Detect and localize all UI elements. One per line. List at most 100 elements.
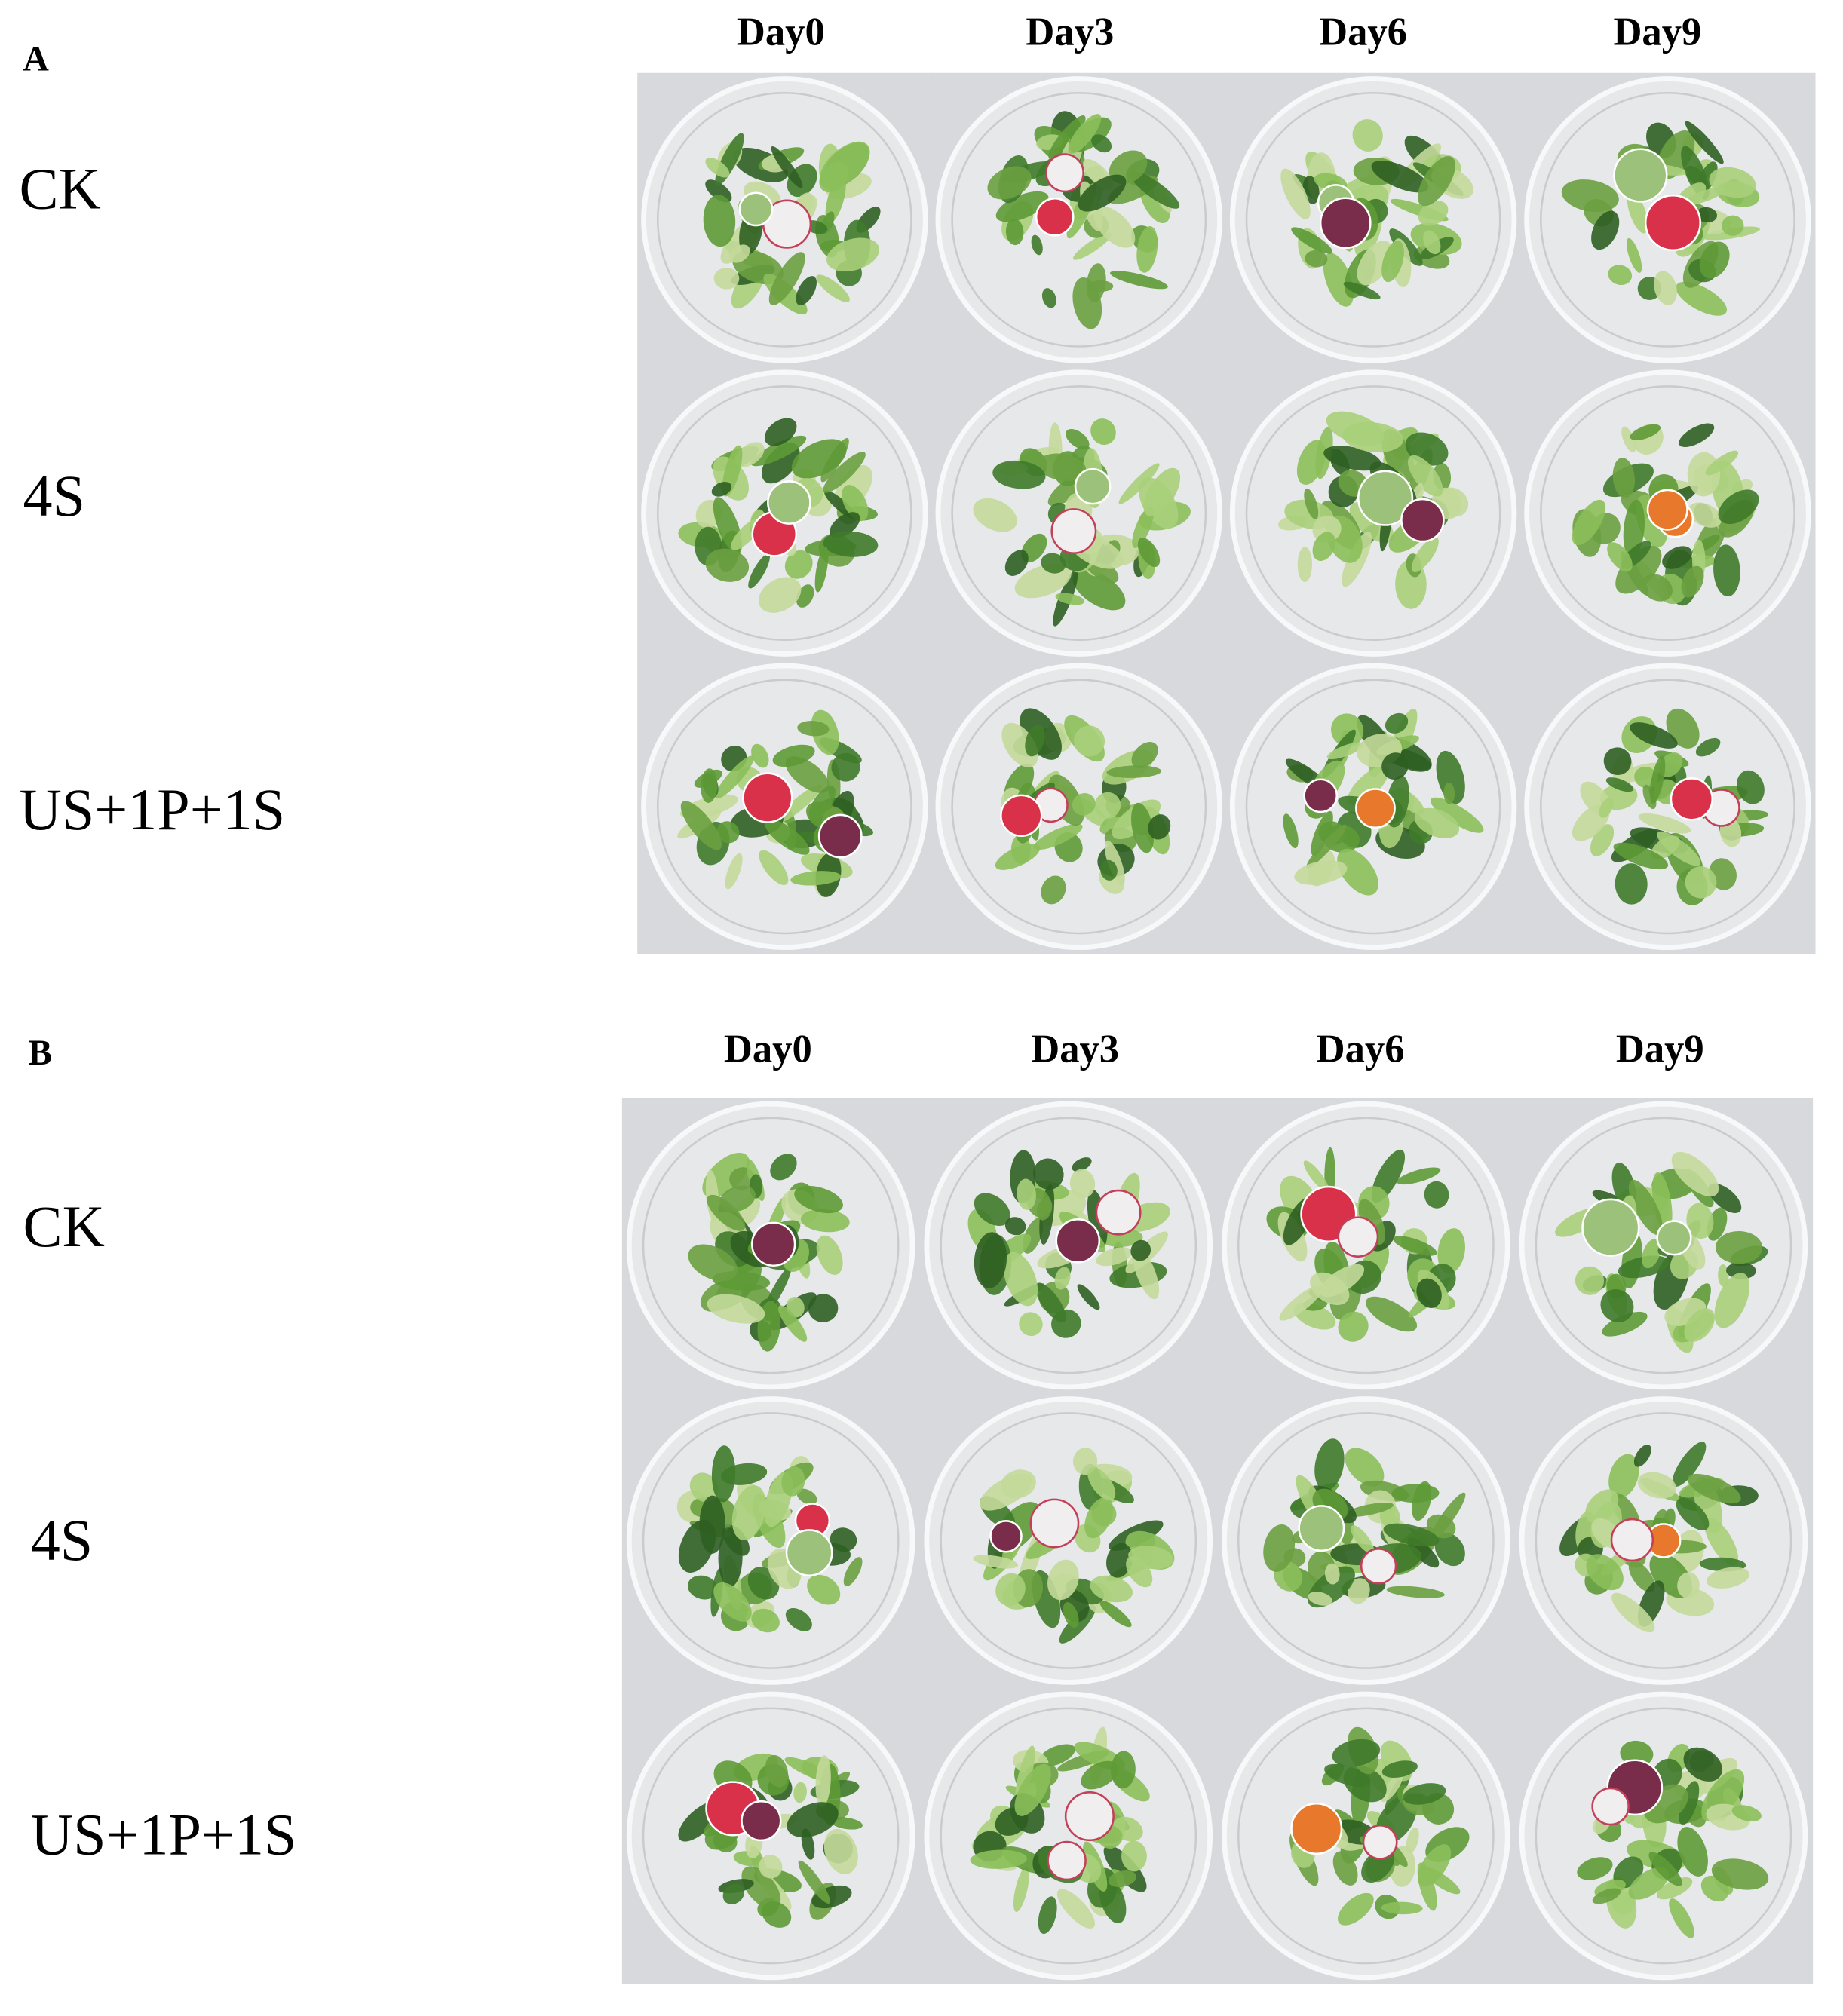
leaf	[1096, 1247, 1133, 1267]
leaf	[1054, 1267, 1071, 1290]
leaf	[758, 577, 802, 613]
salad-photo	[1225, 72, 1522, 367]
salad-photo	[621, 1688, 921, 1984]
leaf	[1683, 1747, 1722, 1782]
leaf	[1434, 1533, 1465, 1567]
vegetable-slice	[1360, 1548, 1397, 1585]
leaf	[1679, 423, 1715, 448]
leaf	[1381, 752, 1409, 780]
salad-photo	[919, 1688, 1218, 1984]
leaf	[1699, 241, 1730, 279]
leaf	[1671, 1151, 1719, 1197]
leaf	[1676, 1497, 1710, 1530]
leaf	[1688, 502, 1722, 528]
leaf	[722, 1524, 750, 1556]
leaf	[1108, 1870, 1137, 1888]
leaf	[1038, 1896, 1057, 1934]
leaf	[1443, 782, 1455, 804]
leaf	[764, 418, 797, 446]
leaf	[1418, 156, 1455, 207]
leaf	[1041, 553, 1066, 574]
vegetable-slice	[1319, 197, 1372, 250]
vegetable-slice	[1298, 1505, 1345, 1552]
leaf	[1436, 750, 1465, 804]
leaf	[1678, 1781, 1700, 1825]
leaf	[1320, 1264, 1365, 1298]
salad-photo	[1514, 1393, 1814, 1690]
vegetable-slice	[1029, 1498, 1080, 1549]
leaf	[1324, 1763, 1371, 1788]
vegetable-slice	[767, 480, 811, 525]
leaf	[1657, 1877, 1693, 1900]
leaf	[1393, 1236, 1437, 1256]
leaf	[1297, 547, 1312, 583]
leaf	[1047, 1559, 1079, 1601]
leaf	[808, 786, 836, 821]
salad-photo	[1520, 660, 1816, 954]
leaf	[1611, 1592, 1655, 1633]
leaf	[785, 1607, 812, 1631]
column-header: Day3	[1026, 10, 1114, 54]
leaf	[1718, 489, 1759, 525]
leaf	[1430, 797, 1484, 833]
leaf	[1068, 114, 1102, 154]
bowl-rim	[951, 385, 1207, 642]
leaf	[707, 1294, 765, 1324]
bowl-rim	[951, 679, 1207, 935]
leaf	[796, 276, 817, 306]
leaf	[1105, 1543, 1133, 1578]
leaf	[1099, 1600, 1132, 1628]
row-label: US+1P+1S	[31, 1801, 297, 1867]
vegetable-slice	[1670, 777, 1714, 821]
bowl-rim	[1535, 1412, 1792, 1669]
bowl-rim	[1245, 91, 1501, 348]
leaf	[1078, 174, 1127, 212]
leaf	[1279, 1285, 1323, 1321]
leaf	[711, 482, 732, 497]
leaf	[974, 1232, 1007, 1288]
leaf	[1705, 450, 1739, 476]
leaf	[1348, 1578, 1370, 1604]
leaf	[1677, 1827, 1708, 1877]
leaf	[689, 1472, 719, 1503]
leaf	[1033, 1158, 1064, 1190]
salad-photo	[621, 1098, 921, 1394]
salad-photo	[1520, 72, 1816, 367]
salad-photo	[1217, 1393, 1516, 1690]
leaf	[790, 871, 842, 886]
leaf	[1572, 499, 1606, 546]
leaf	[1041, 288, 1056, 308]
vegetable-slice	[1610, 1518, 1654, 1562]
leaf	[816, 1235, 843, 1275]
leaf	[1422, 1867, 1461, 1895]
leaf	[1072, 1157, 1092, 1172]
leaf	[1641, 574, 1673, 602]
panel-label: B	[28, 1034, 52, 1073]
leaf	[1686, 1203, 1714, 1239]
leaf	[1093, 207, 1136, 248]
leaf	[741, 1866, 781, 1910]
leaf	[1605, 777, 1634, 792]
leaf	[1308, 1592, 1333, 1606]
leaf	[1081, 1760, 1118, 1790]
leaf	[1005, 219, 1024, 246]
leaf	[1314, 1438, 1345, 1491]
salad-photo	[621, 1393, 921, 1690]
leaf	[1037, 453, 1087, 481]
leaf	[1417, 1862, 1437, 1911]
leaf	[800, 1209, 850, 1233]
bowl-rim	[1540, 679, 1795, 935]
leaf	[1338, 1311, 1369, 1342]
leaf	[796, 1488, 817, 1505]
leaf	[1074, 725, 1105, 757]
leaf	[1087, 1467, 1116, 1500]
row-label: US+1P+1S	[19, 777, 285, 842]
leaf	[1672, 1442, 1707, 1487]
vegetable-slice	[1035, 198, 1075, 237]
leaf	[1711, 1858, 1769, 1890]
column-header: Day9	[1613, 10, 1701, 54]
bowl-rim	[1535, 1707, 1792, 1965]
leaf	[1303, 1160, 1329, 1192]
leaf	[1397, 1167, 1441, 1185]
leaf	[1337, 848, 1378, 896]
